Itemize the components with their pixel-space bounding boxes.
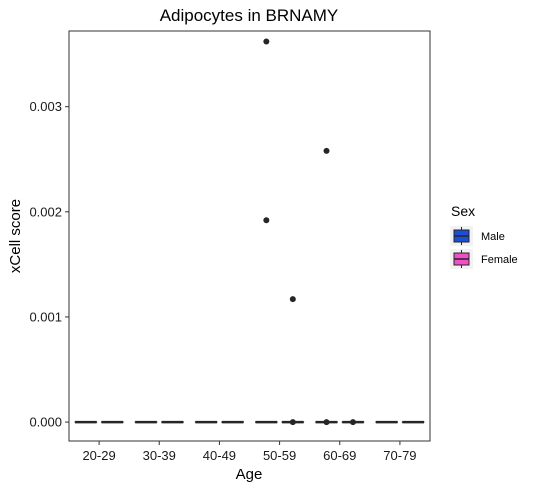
y-tick-label: 0.000: [29, 415, 62, 430]
legend: Sex Male Female: [450, 203, 518, 269]
x-tick-label: 40-49: [203, 448, 236, 463]
legend-items: Male Female: [450, 226, 518, 269]
outlier-point: [289, 296, 296, 303]
legend-label: Male: [481, 231, 505, 243]
y-tick-label: 0.002: [29, 204, 62, 219]
x-axis-title: Age: [236, 466, 263, 483]
legend-title: Sex: [451, 203, 475, 219]
outlier-point: [289, 419, 296, 426]
outlier-point: [263, 38, 270, 45]
plot-layer: [74, 38, 425, 426]
plot-panel: [68, 30, 431, 442]
x-tick-label: 50-59: [263, 448, 296, 463]
x-tick-label: 30-39: [143, 448, 176, 463]
outlier-point: [263, 217, 270, 224]
legend-label: Female: [481, 254, 518, 266]
y-tick-label: 0.001: [29, 309, 62, 324]
y-axis-title: xCell score: [7, 199, 24, 273]
x-tick-label: 70-79: [383, 448, 416, 463]
axis-layer: 0.000 0.001 0.002 0.003 20-29 30-39 40-49 50-59…: [29, 99, 416, 463]
outlier-point: [349, 419, 356, 426]
outlier-point: [323, 419, 330, 426]
chart-title: Adipocytes in BRNAMY: [160, 6, 339, 25]
outlier-point: [323, 147, 330, 154]
x-tick-label: 20-29: [82, 448, 115, 463]
y-tick-label: 0.003: [29, 99, 62, 114]
x-tick-label: 60-69: [323, 448, 356, 463]
